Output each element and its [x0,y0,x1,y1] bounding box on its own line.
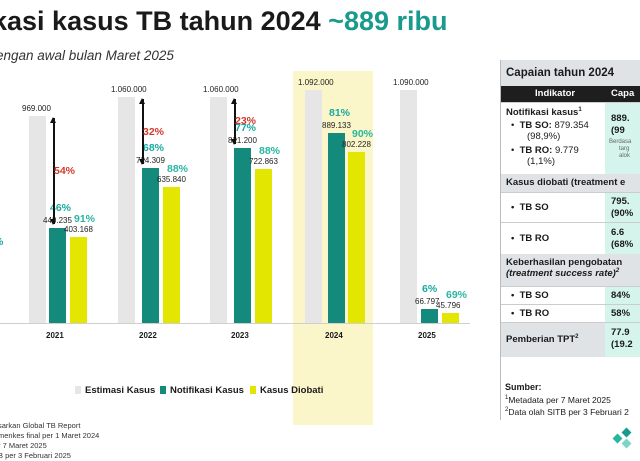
pct-diobati-2022: 88% [167,163,189,176]
ministry-logo-icon [612,427,632,449]
label-estimasi-2021: 969.000 [22,104,51,114]
label-notifikasi-2022: 724.309 [136,156,165,166]
title-accent: ~889 ribu [328,6,448,36]
bar-notifikasi-2022 [142,168,159,323]
legend-diobati: Kasus Diobati [250,385,323,396]
label-diobati-2023: 722.863 [249,156,278,166]
bar-estimasi-2022 [118,96,135,323]
gap-arrow-2022 [139,97,145,166]
notif-cell: 889. (99 Berdasa targ alok [605,103,640,175]
label-diobati-2024: 802.228 [342,139,371,149]
sources: Sumber: 1Metadata per 7 Maret 2025 2Data… [505,382,629,417]
gap-label-2021: 54% [54,165,76,178]
year-label-2021: 2021 [46,331,64,340]
pct-notifikasi-2024: 81% [329,107,351,120]
legend-swatch [75,386,81,394]
page-title: kasi kasus TB tahun 2024 ~889 ribu [0,6,448,36]
label-diobati-2025: 45.796 [436,301,461,311]
legend-swatch [160,386,166,394]
gap-arrow-2023 [231,97,237,145]
gap-arrow-2021 [50,117,56,226]
row-diobati-so: • TB SO 795. (90% [501,192,640,223]
label-estimasi-2025: 1.090.000 [393,78,429,88]
chart-baseline [0,323,470,324]
label-estimasi-2024: 1.092.000 [298,78,334,87]
footnotes: sarkan Global TB Report menkes final per… [0,421,100,460]
bar-diobati-2022 [163,187,180,323]
bar-notifikasi-2023 [234,147,251,323]
pct-notifikasi-2025: 6% [422,282,438,295]
pct-diobati-2021: 91% [74,212,96,225]
legend-estimasi: Estimasi Kasus [75,385,155,396]
label-notifikasi-2021: 443.235 [43,216,72,226]
partial-left-label: % [0,236,3,248]
row-tpt: Pemberian TPT2 77.9 (19.2 [501,322,640,357]
legend-swatch [250,386,256,394]
gap-label-2023: 23% [235,115,257,128]
label-notifikasi-2024: 889.133 [322,121,351,131]
pct-diobati-2025: 69% [446,289,468,302]
row-tsr-ro: • TB RO 58% [501,304,640,323]
row-notifikasi: Notifikasi kasus1 • TB SO: 879.354 (98,9… [501,102,640,175]
capaian-table: Capaian tahun 2024 Indikator Capa Notifi… [500,60,640,420]
pct-diobati-2024: 90% [352,127,374,140]
col-capaian: Capa [611,88,635,99]
bar-diobati-2025 [442,313,459,323]
label-diobati-2021: 403.168 [64,224,93,234]
bar-diobati-2024 [348,151,365,323]
section-diobati: Kasus diobati (treatment e [501,174,640,192]
bar-diobati-2023 [255,168,272,323]
label-notifikasi-2023: 821.200 [228,135,257,145]
legend-notifikasi: Notifikasi Kasus [160,385,244,396]
year-label-2023: 2023 [231,331,249,340]
bar-diobati-2021 [70,236,87,323]
label-diobati-2022: 635.840 [157,175,186,185]
year-label-2022: 2022 [139,331,157,340]
pct-notifikasi-2023: 77% [235,121,257,134]
label-estimasi-2022: 1.060.000 [111,84,147,94]
pct-diobati-2023: 88% [259,144,281,157]
bar-notifikasi-2021 [49,228,66,323]
col-indikator: Indikator [535,88,576,99]
pct-notifikasi-2022: 68% [143,142,165,155]
year-label-2024: 2024 [325,331,343,340]
section-tsr: Keberhasilan pengobatan (treatment succe… [501,254,640,286]
bar-estimasi-2023 [210,96,227,323]
bar-estimasi-2024 [305,90,322,323]
bar-estimasi-2021 [29,116,46,323]
table-column-header: Indikator Capa [501,86,640,102]
gap-label-2022: 32% [143,125,165,138]
pct-notifikasi-2021: 46% [50,202,72,215]
bar-notifikasi-2025 [421,308,438,323]
bar-notifikasi-2024 [328,133,345,323]
page-subtitle: engan awal bulan Maret 2025 [0,48,174,63]
label-notifikasi-2025: 66.797 [415,296,440,306]
row-diobati-ro: • TB RO 6.6 (68% [501,222,640,255]
label-estimasi-2023: 1.060.000 [203,84,239,94]
row-tsr-so: • TB SO 84% [501,286,640,305]
table-title: Capaian tahun 2024 [501,60,640,86]
year-label-2025: 2025 [418,331,436,340]
bar-estimasi-2025 [400,90,417,323]
